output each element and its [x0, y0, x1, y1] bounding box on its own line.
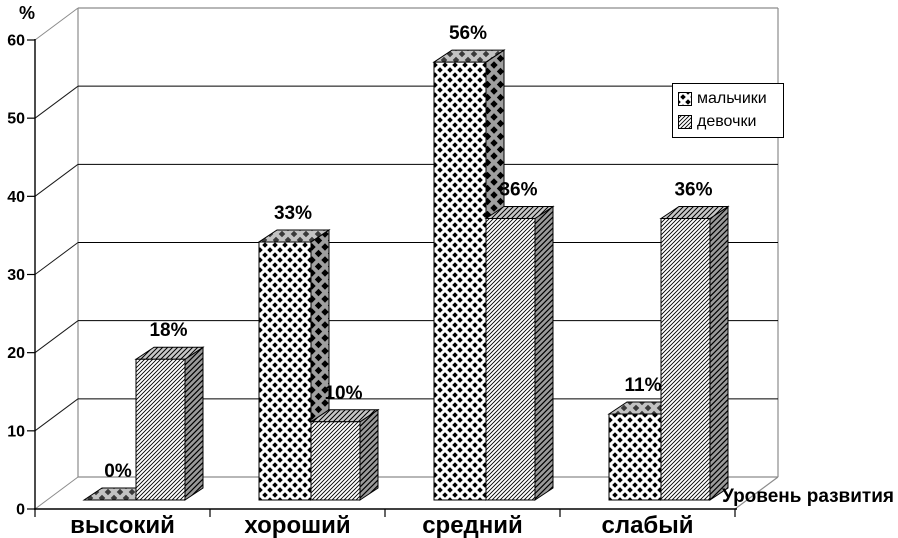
y-tick-label: 60 — [7, 32, 25, 49]
category-label: высокий — [70, 512, 175, 538]
data-label: 36% — [674, 179, 712, 200]
y-grid-connector — [34, 476, 79, 510]
data-label: 33% — [274, 203, 312, 224]
bar-boys-cat2-front — [433, 61, 487, 501]
category-label: слабый — [601, 512, 693, 538]
y-grid-connector — [34, 163, 79, 197]
y-tick-label: 40 — [7, 189, 25, 206]
y-tick-label: 10 — [7, 423, 25, 440]
bar-boys-cat3-front — [608, 413, 662, 501]
bar-boys-cat1-front — [258, 241, 312, 501]
legend-item-boys: мальчики — [678, 91, 783, 107]
bar-girls-cat2-side — [534, 205, 554, 501]
data-label: 36% — [499, 179, 537, 200]
y-axis-title: % — [19, 3, 35, 23]
x-axis-title: Уровень развития — [722, 486, 894, 507]
data-label: 18% — [149, 320, 187, 341]
y-grid-connector — [34, 398, 79, 432]
y-tick-label: 50 — [7, 111, 25, 128]
bar-girls-cat2-front — [485, 217, 536, 501]
bar-girls-cat3-front — [660, 217, 711, 501]
legend-swatch-boys-icon — [678, 92, 692, 106]
category-label: средний — [422, 512, 523, 538]
y-grid-connector — [34, 7, 79, 41]
bar-girls-cat3-side — [709, 205, 729, 501]
bar-girls-cat1-front — [310, 421, 361, 501]
bar-girls-cat0-front — [135, 358, 186, 501]
data-label: 11% — [625, 375, 662, 396]
legend-swatch-girls-icon — [678, 115, 692, 129]
data-label: 10% — [324, 383, 362, 404]
legend: мальчики девочки — [672, 83, 784, 138]
bar-girls-cat0-side — [184, 346, 204, 501]
y-grid-connector — [34, 320, 79, 354]
y-tick-label: 0 — [16, 502, 25, 519]
legend-label-girls: девочки — [697, 113, 757, 130]
y-grid-connector — [34, 242, 79, 275]
category-label: хороший — [244, 512, 350, 538]
legend-label-boys: мальчики — [697, 90, 767, 107]
y-tick-label: 30 — [7, 267, 25, 284]
legend-item-girls: девочки — [678, 114, 783, 130]
y-tick-label: 20 — [7, 345, 25, 362]
bar-girls-cat1-side — [359, 408, 379, 501]
data-label: 56% — [449, 23, 487, 44]
y-grid-connector — [34, 85, 79, 119]
data-label: 0% — [104, 461, 132, 482]
